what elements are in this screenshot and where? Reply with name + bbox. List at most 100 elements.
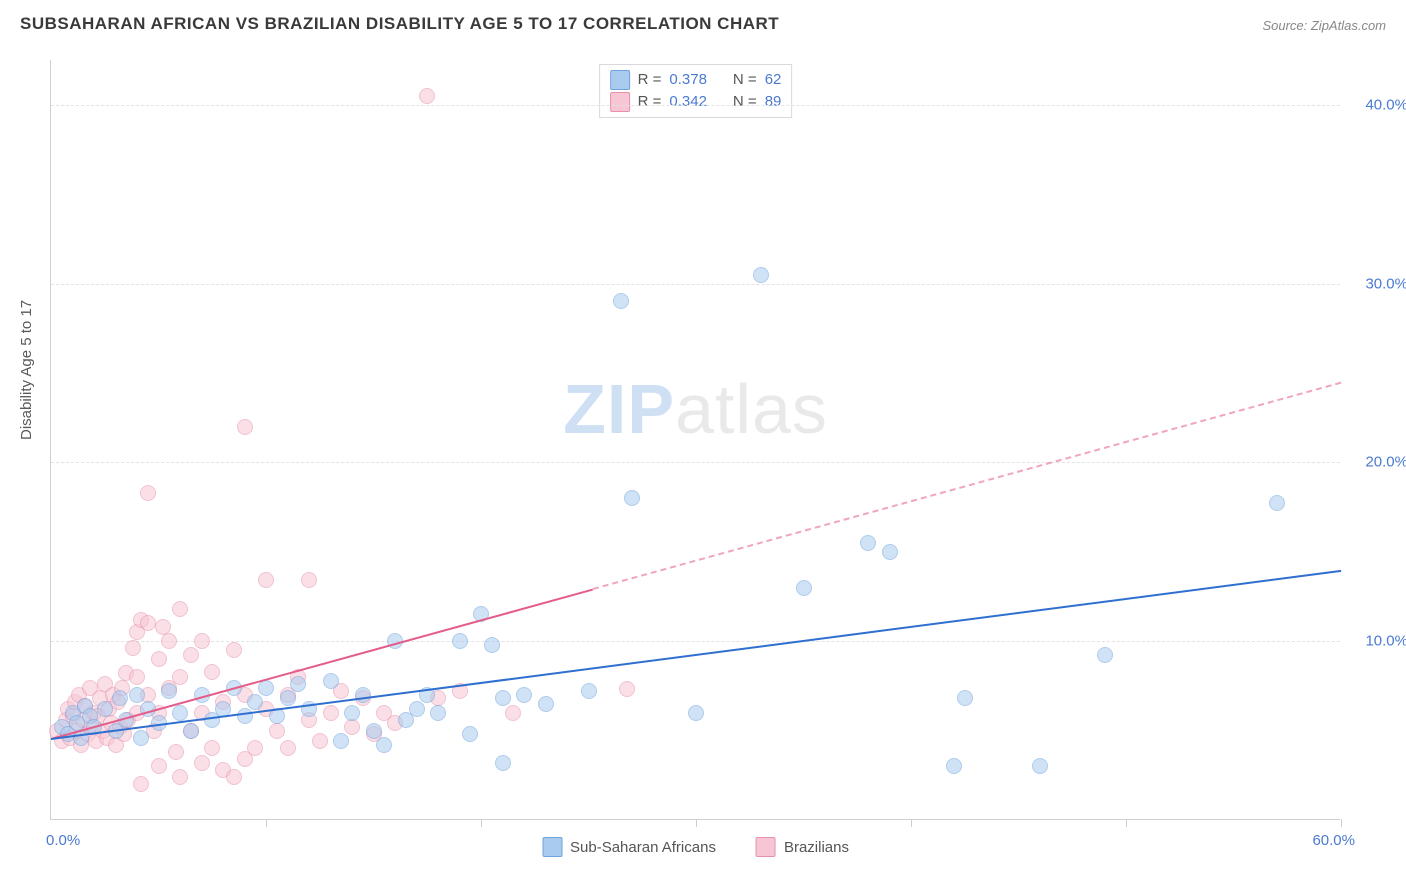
data-point-blue	[129, 687, 145, 703]
legend-item-pink: Brazilians	[756, 837, 849, 857]
data-point-blue	[409, 701, 425, 717]
data-point-blue	[290, 676, 306, 692]
data-point-blue	[172, 705, 188, 721]
data-point-blue	[1097, 647, 1113, 663]
data-point-blue	[484, 637, 500, 653]
data-point-blue	[624, 490, 640, 506]
data-point-pink	[151, 758, 167, 774]
gridline	[51, 641, 1340, 642]
data-point-pink	[194, 633, 210, 649]
data-point-blue	[161, 683, 177, 699]
data-point-pink	[269, 723, 285, 739]
data-point-pink	[258, 572, 274, 588]
data-point-pink	[344, 719, 360, 735]
data-point-blue	[237, 708, 253, 724]
data-point-pink	[125, 640, 141, 656]
data-point-blue	[280, 690, 296, 706]
data-point-pink	[204, 664, 220, 680]
data-point-blue	[957, 690, 973, 706]
data-point-blue	[946, 758, 962, 774]
source-label: Source: ZipAtlas.com	[1262, 18, 1386, 33]
data-point-pink	[247, 740, 263, 756]
legend-label-blue: Sub-Saharan Africans	[570, 839, 716, 856]
data-point-blue	[430, 705, 446, 721]
data-point-blue	[247, 694, 263, 710]
data-point-blue	[1032, 758, 1048, 774]
data-point-blue	[495, 755, 511, 771]
legend-label-pink: Brazilians	[784, 839, 849, 856]
legend-bottom: Sub-Saharan Africans Brazilians	[542, 837, 849, 857]
legend-swatch-blue	[610, 70, 630, 90]
data-point-blue	[366, 723, 382, 739]
data-point-blue	[462, 726, 478, 742]
data-point-pink	[204, 740, 220, 756]
gridline	[51, 105, 1340, 106]
x-max-label: 60.0%	[1312, 832, 1355, 849]
legend-swatch-blue	[542, 837, 562, 857]
data-point-pink	[226, 769, 242, 785]
data-point-pink	[151, 651, 167, 667]
data-point-blue	[97, 701, 113, 717]
watermark-right: atlas	[675, 370, 828, 448]
data-point-blue	[538, 696, 554, 712]
watermark: ZIPatlas	[563, 369, 828, 449]
n-value-pink: 89	[765, 91, 782, 113]
plot-area: ZIPatlas R = 0.378 N = 62 R = 0.342 N = …	[50, 60, 1340, 820]
r-label: R =	[638, 91, 662, 113]
x-tick	[266, 819, 267, 827]
data-point-blue	[183, 723, 199, 739]
data-point-pink	[323, 705, 339, 721]
data-point-blue	[344, 705, 360, 721]
x-tick	[696, 819, 697, 827]
data-point-pink	[140, 485, 156, 501]
data-point-blue	[860, 535, 876, 551]
data-point-blue	[581, 683, 597, 699]
data-point-blue	[323, 673, 339, 689]
data-point-pink	[419, 88, 435, 104]
data-point-pink	[226, 642, 242, 658]
data-point-pink	[183, 647, 199, 663]
y-tick-label: 20.0%	[1348, 454, 1406, 471]
y-tick-label: 30.0%	[1348, 275, 1406, 292]
r-value-pink: 0.342	[669, 91, 707, 113]
legend-stats: R = 0.378 N = 62 R = 0.342 N = 89	[599, 64, 793, 118]
x-tick	[1341, 819, 1342, 827]
regression-line-dashed-pink	[593, 382, 1342, 590]
data-point-pink	[161, 633, 177, 649]
x-origin-label: 0.0%	[46, 832, 80, 849]
gridline	[51, 284, 1340, 285]
data-point-pink	[505, 705, 521, 721]
data-point-pink	[172, 669, 188, 685]
data-point-blue	[753, 267, 769, 283]
data-point-blue	[376, 737, 392, 753]
n-label: N =	[733, 91, 757, 113]
data-point-pink	[619, 681, 635, 697]
data-point-pink	[133, 776, 149, 792]
watermark-left: ZIP	[563, 370, 675, 448]
data-point-blue	[882, 544, 898, 560]
y-axis-label: Disability Age 5 to 17	[18, 300, 35, 440]
x-tick	[1126, 819, 1127, 827]
data-point-pink	[301, 572, 317, 588]
n-value-blue: 62	[765, 69, 782, 91]
data-point-blue	[516, 687, 532, 703]
data-point-pink	[129, 669, 145, 685]
data-point-blue	[688, 705, 704, 721]
r-value-blue: 0.378	[669, 69, 707, 91]
y-tick-label: 40.0%	[1348, 96, 1406, 113]
data-point-blue	[613, 293, 629, 309]
data-point-blue	[333, 733, 349, 749]
x-tick	[911, 819, 912, 827]
data-point-pink	[140, 615, 156, 631]
data-point-blue	[355, 687, 371, 703]
data-point-blue	[796, 580, 812, 596]
r-label: R =	[638, 69, 662, 91]
legend-swatch-pink	[610, 92, 630, 112]
data-point-pink	[172, 769, 188, 785]
chart-container: SUBSAHARAN AFRICAN VS BRAZILIAN DISABILI…	[0, 0, 1406, 892]
data-point-blue	[452, 633, 468, 649]
chart-title: SUBSAHARAN AFRICAN VS BRAZILIAN DISABILI…	[20, 14, 779, 34]
data-point-pink	[172, 601, 188, 617]
legend-stats-row-blue: R = 0.378 N = 62	[610, 69, 782, 91]
data-point-blue	[1269, 495, 1285, 511]
